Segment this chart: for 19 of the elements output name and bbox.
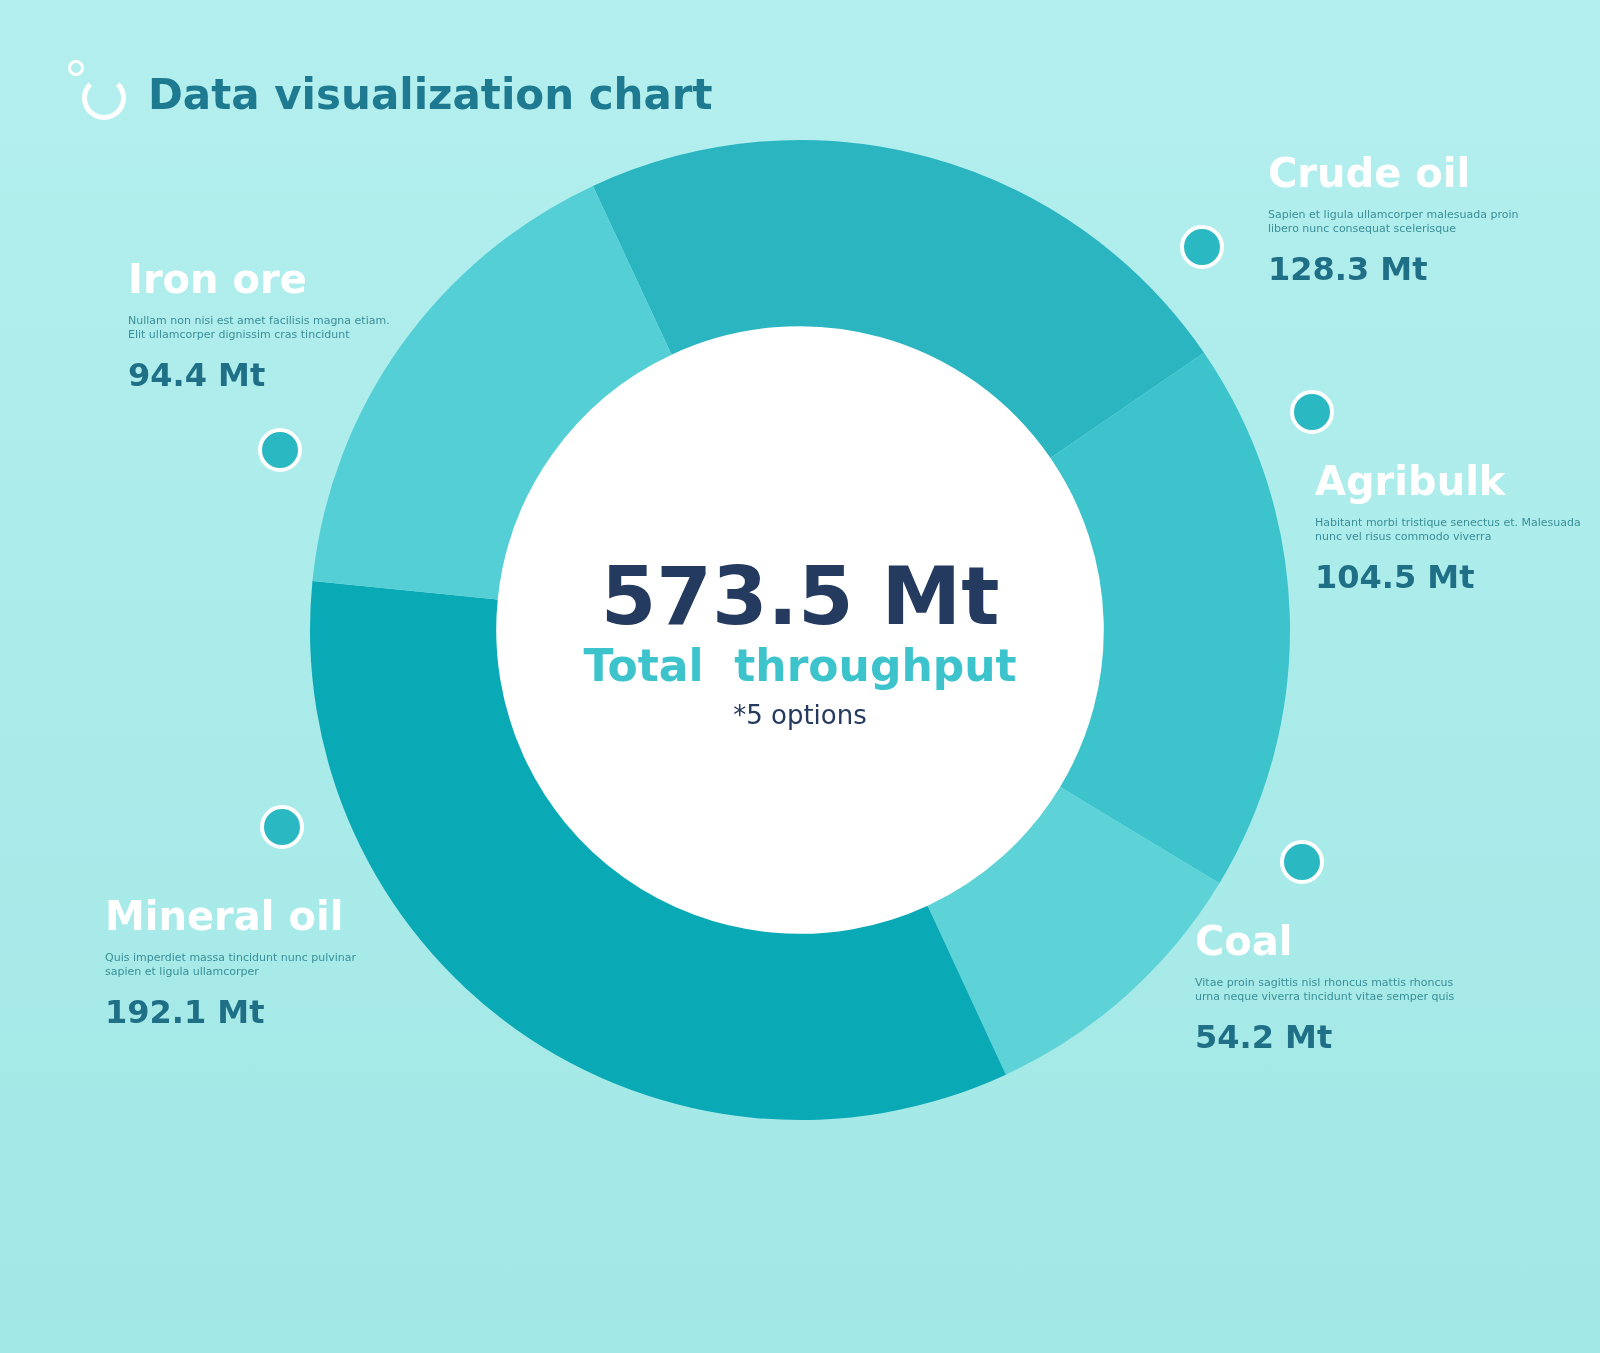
slice-label: Crude oil [1268, 150, 1471, 196]
text: *5 options [732, 700, 868, 730]
text: Sapien et ligula ullamcorper malesuada proin libero nunc consequat scelerisque [1268, 208, 1520, 236]
data-label: 104.5 Mt [1315, 558, 1475, 596]
data-label: 128.3 Mt [1268, 250, 1428, 288]
text: 573.5 Mt [599, 550, 1001, 643]
slice-label: Coal [1195, 918, 1293, 964]
data-label: 54.2 Mt [1195, 1018, 1333, 1056]
slice-label: Iron ore [128, 256, 307, 302]
text: Habitant morbi tristique senectus et. Malesuada nunc vel risus commodo viverra [1315, 516, 1582, 544]
text: Nullam non nisi est amet facilisis magna etiam. Elit ullamcorper dignissim cras tincidunt [128, 314, 391, 342]
data-label: 94.4 Mt [128, 356, 266, 394]
text: Quis imperdiet massa tincidunt nunc pulvinar sapien et ligula ullamcorper [105, 951, 357, 979]
slice-label: Agribulk [1315, 458, 1506, 504]
slice-label: Mineral oil [105, 893, 344, 939]
text: Total throughput [582, 640, 1018, 691]
chart-title: Data visualization chart [148, 70, 713, 119]
data-label: 192.1 Mt [105, 993, 265, 1031]
text: Vitae proin sagittis nisl rhoncus mattis rhoncus urna neque viverra tincidunt vitae semper quis [1195, 976, 1456, 1004]
